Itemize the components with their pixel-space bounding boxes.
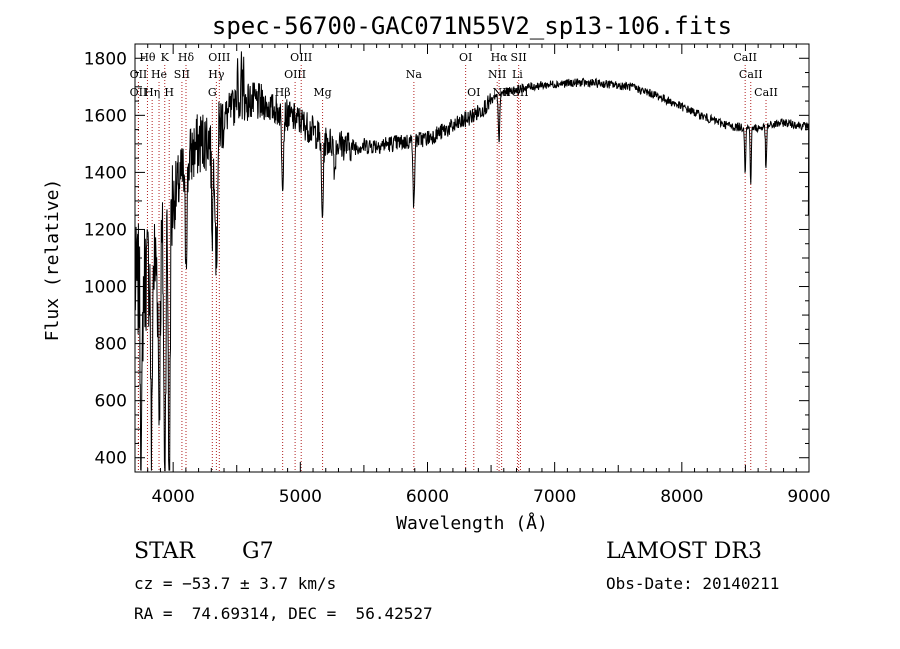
coordinates-readout: RA = 74.69314, DEC = 56.42527 [134, 604, 433, 623]
line-label: SII [174, 68, 190, 81]
line-label: Hδ [178, 51, 195, 64]
line-label: Li [512, 68, 523, 81]
y-axis: 400 600 800 1000 1200 1400 1600 1800 [84, 43, 809, 473]
y-tick-label: 600 [95, 392, 127, 412]
spectrum-chart: spec-56700-GAC071N55V2_sp13-106.fits Hθ K… [42, 12, 831, 534]
y-axis-label: Flux (relative) [42, 179, 63, 342]
line-label: Hη [144, 86, 160, 99]
x-axis: 4000 5000 6000 7000 8000 9000 [134, 44, 831, 507]
y-tick-label: 1200 [84, 220, 127, 240]
x-tick-label: 9000 [787, 487, 830, 507]
subclass-label: G7 [242, 539, 274, 564]
obs-date-readout: Obs-Date: 20140211 [606, 574, 780, 593]
flux-line [134, 51, 810, 472]
survey-label: LAMOST DR3 [606, 539, 762, 564]
line-label: Hβ [275, 86, 291, 99]
line-label: NII [488, 68, 506, 81]
class-label: STAR [134, 539, 195, 564]
line-label: SII [511, 51, 527, 64]
line-label: G [208, 86, 217, 99]
spectrum-series [134, 51, 810, 472]
x-tick-label: 6000 [406, 487, 449, 507]
chart-title: spec-56700-GAC071N55V2_sp13-106.fits [212, 12, 732, 40]
line-label: OII [130, 68, 148, 81]
redshift-readout: cz = −53.7 ± 3.7 km/s [134, 574, 337, 593]
line-label: CaII [754, 86, 778, 99]
plot-frame [134, 43, 810, 473]
line-label: CaII [733, 51, 757, 64]
x-tick-label: 5000 [279, 487, 322, 507]
x-axis-label: Wavelength (Å) [396, 512, 548, 534]
y-tick-label: 1000 [84, 278, 127, 298]
x-tick-label: 7000 [533, 487, 576, 507]
line-label: OIII [284, 68, 306, 81]
line-label: OII [130, 86, 148, 99]
line-label: Hγ [208, 68, 225, 81]
line-label: He [151, 68, 167, 81]
line-label: Hθ [139, 51, 156, 64]
x-tick-label: 4000 [152, 487, 195, 507]
y-tick-label: 1400 [84, 163, 127, 183]
line-label: Na [406, 68, 423, 81]
line-label: OI [459, 51, 472, 64]
line-label: OIII [208, 51, 230, 64]
y-tick-label: 1600 [84, 106, 127, 126]
y-tick-label: 800 [95, 335, 127, 355]
line-label: OIII [290, 51, 312, 64]
line-label: H [164, 86, 174, 99]
y-tick-label: 1800 [84, 49, 127, 69]
line-label: Hα [491, 51, 509, 64]
y-tick-label: 400 [95, 449, 127, 469]
line-label: CaII [739, 68, 763, 81]
x-tick-label: 8000 [660, 487, 703, 507]
line-label: K [161, 51, 170, 64]
line-label: OI [467, 86, 480, 99]
line-label: Mg [313, 86, 331, 99]
